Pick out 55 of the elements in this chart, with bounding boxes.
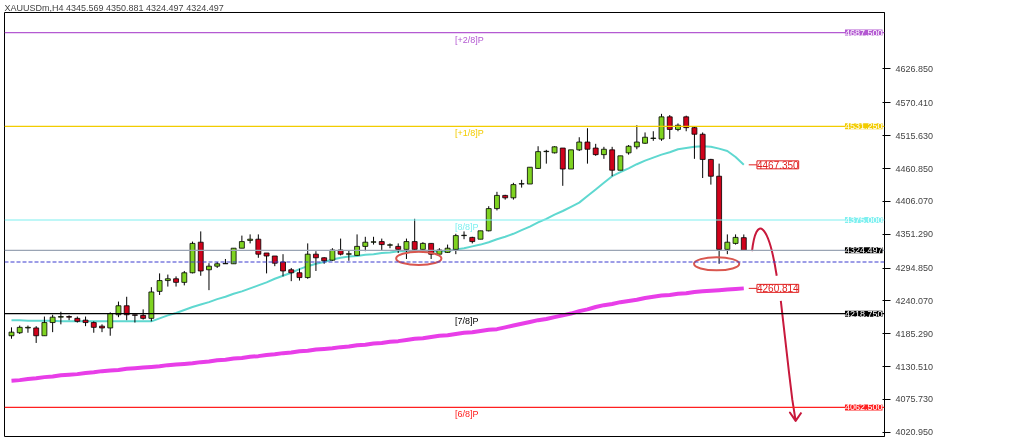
candlestick [666,114,673,140]
y-tick-label: 4075.730 [895,394,934,405]
y-tick-label: 4185.290 [895,328,934,339]
candlestick [304,242,311,280]
candlestick [255,233,262,259]
candlestick [403,238,410,260]
candlestick [263,252,270,274]
y-tick-label: 4351.290 [895,229,934,240]
candlestick [601,146,607,160]
candlestick [584,127,591,165]
candlestick [387,242,393,249]
candlestick [609,146,616,177]
candlestick [642,131,648,145]
y-tick-label: 4570.410 [895,97,934,108]
ref-line-label: [6/8]P [454,409,479,420]
chart-title: XAUUSDm,H4 4345.569 4350.881 4324.497 4324.497 [4,2,224,13]
candlestick [313,250,319,272]
candlestick [99,323,105,333]
annotation: 4218.750 [844,308,883,319]
candlestick [247,233,253,244]
candlestick [280,253,286,277]
y-tick-label: 4130.510 [895,361,934,372]
annotation: 4062.500 [844,402,883,413]
ref-line-label: [+1/8]P [454,128,484,139]
candlestick [41,316,48,337]
ref-line-label: [7/8]P [454,315,479,326]
annotation: 4324.497 [844,245,883,256]
candlestick [461,230,467,240]
annotation: 4375.000 [844,215,883,225]
ref-line-label: [8/8]P [454,222,479,232]
candlestick [494,191,500,211]
y-tick-label: 4406.070 [895,196,934,207]
candlestick [568,149,574,170]
candlestick [724,233,731,255]
y-tick-label: 4626.850 [895,63,934,74]
y-tick-label: 4020.950 [895,427,934,438]
y-tick-label: 4515.630 [895,130,934,141]
ref-line-label: [+2/8]P [454,34,484,45]
candlestick [658,113,665,142]
y-tick-label: 4460.850 [895,163,934,174]
y-tick-label: 4294.850 [895,263,934,274]
candlestick [25,325,31,334]
candlestick [452,233,459,255]
candlestick [543,149,550,165]
candlestick [633,124,640,150]
y-tick-label: 4240.070 [895,295,934,306]
candlestick [156,272,163,296]
candlestick [559,147,566,187]
candlestick [691,125,698,160]
candlestick [173,275,179,288]
candlestick [708,158,714,186]
annotation: 4531.250 [844,121,883,132]
line-series [9,286,746,383]
annotation: 4687.500 [844,27,883,38]
candlestick [206,262,212,291]
